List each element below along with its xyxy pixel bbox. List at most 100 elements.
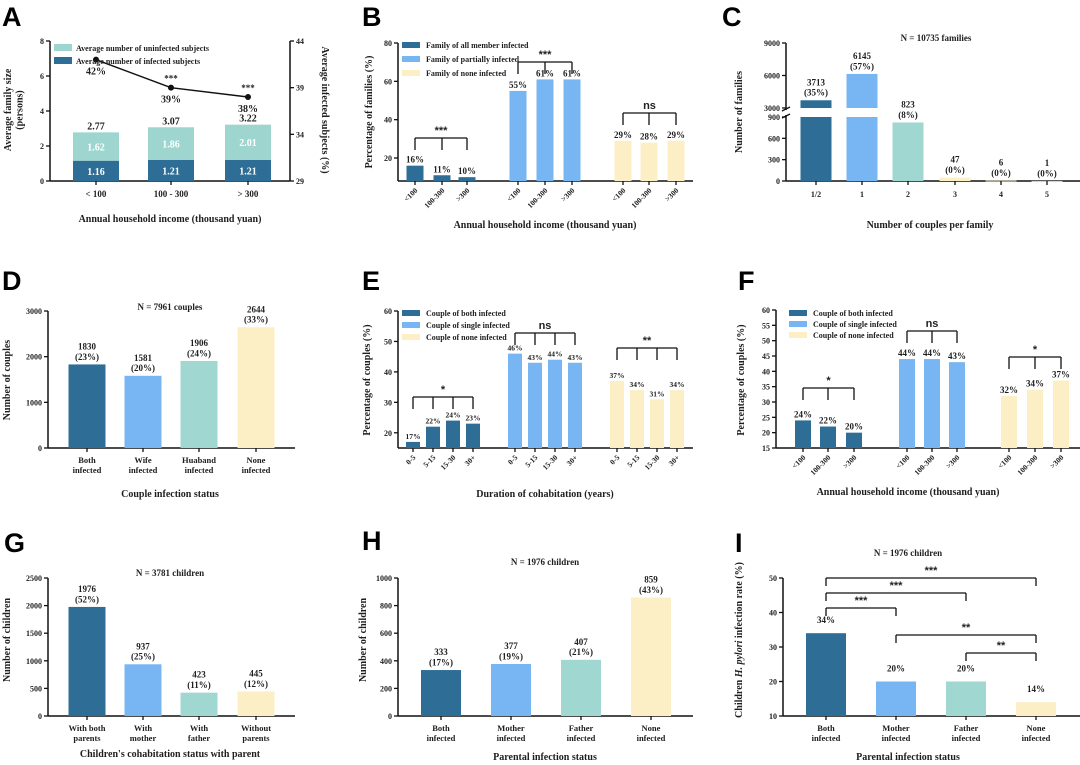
y-axis-label-part: infection rate (%) [734, 562, 745, 641]
x-tick-label-line: infected [1022, 733, 1051, 743]
value-label: 20% [887, 664, 905, 674]
y-tick-label: 34 [296, 130, 304, 139]
x-axis-label: Duration of cohabitation (years) [476, 489, 614, 500]
value-label-line: 423 [192, 670, 206, 680]
x-tick-label: >300 [559, 186, 577, 204]
x-tick-label: 30+ [463, 453, 478, 468]
y-axis-label: Average family size(persons) [3, 68, 26, 151]
bar-uninfected [225, 124, 271, 160]
y-axis-label: Children H. pylori infection rate (%) [734, 562, 745, 718]
bar [237, 327, 275, 448]
value-label-line: (0%) [991, 168, 1011, 178]
x-tick-label-line: Huaband [182, 455, 216, 465]
value-label: 37% [1052, 370, 1070, 380]
bar [491, 663, 531, 716]
bar-upper-segment [800, 100, 832, 108]
x-tick-label: 1 [860, 190, 864, 199]
legend-swatch [54, 44, 72, 51]
bar [650, 399, 664, 448]
value-label-line: (0%) [945, 165, 965, 175]
value-label-line: (19%) [499, 651, 523, 661]
x-tick-label-line: infected [637, 733, 666, 743]
x-tick-label-line: infected [952, 733, 981, 743]
significance-label: *** [164, 74, 178, 84]
x-tick-label-line: mother [130, 733, 157, 743]
x-tick-label: None infected [242, 455, 271, 475]
bar [985, 180, 1017, 182]
bar [568, 362, 582, 448]
bar [949, 362, 965, 448]
x-axis-label: Parental infection status [493, 752, 597, 763]
significance-label: *** [435, 125, 449, 137]
value-label-line: 407 [574, 637, 588, 647]
y-tick-label: 40 [384, 116, 392, 125]
value-label: 37% [610, 371, 625, 380]
value-label: 17% [406, 432, 421, 441]
x-tick-label: Mother infected [882, 723, 911, 743]
bar-infected [73, 160, 119, 181]
value-label-line: 47 [951, 155, 961, 165]
value-label: 859 (43%) [639, 574, 663, 594]
bar-lower-segment [800, 117, 832, 181]
y-tick-label: 30 [769, 643, 777, 652]
y-tick-label: 0 [38, 444, 42, 453]
bar-infected [225, 159, 271, 181]
y-tick-label: 45 [762, 352, 770, 361]
total-label: 3.22 [239, 114, 257, 125]
y-tick-label: 1000 [26, 657, 42, 666]
y-axis-label: Number of couples [2, 340, 13, 420]
bar-uninfected [73, 132, 119, 161]
bar [536, 79, 554, 181]
bar [421, 670, 461, 716]
segment-value-label: 1.16 [87, 167, 105, 178]
x-tick-label: With both parents [69, 723, 106, 743]
value-label: 43% [528, 353, 543, 362]
value-label: 6 (0%) [991, 158, 1011, 178]
value-label-line: (24%) [187, 348, 211, 358]
x-tick-label-line: None [1027, 723, 1046, 733]
value-label-line: 1976 [78, 584, 97, 594]
y-tick-label: 20 [762, 429, 770, 438]
x-axis-label: Annual household income (thousand yuan) [454, 220, 637, 231]
x-tick-label: 15-30 [439, 453, 458, 472]
legend-swatch [402, 56, 420, 62]
value-label-line: (12%) [244, 679, 268, 689]
x-tick-label: 0-5 [404, 453, 418, 467]
legend-swatch [402, 42, 420, 48]
value-label: 6145 (57%) [850, 51, 874, 71]
bar [124, 664, 162, 716]
x-tick-label: 4 [999, 190, 1003, 199]
legend-label: Couple of none infected [813, 331, 894, 340]
x-tick-label: Mother infected [497, 723, 526, 743]
x-tick-label-line: infected [242, 465, 271, 475]
value-label: 14% [1027, 684, 1045, 694]
value-label: 377 (19%) [499, 641, 523, 661]
y-tick-label: 10 [769, 712, 777, 721]
x-tick-label: 5-15 [421, 453, 437, 469]
y-tick-label: 1000 [376, 574, 392, 583]
bar [561, 659, 601, 716]
x-tick-label-line: infected [129, 465, 158, 475]
bar [68, 606, 106, 716]
x-tick-label-line: infected [73, 465, 102, 475]
line-value-label: 38% [238, 104, 258, 115]
x-axis-label: Couple infection status [121, 489, 219, 500]
y-tick-label: 3000 [764, 104, 780, 113]
x-tick-label-line: infected [812, 733, 841, 743]
value-label: 34% [1026, 379, 1044, 389]
legend-label: Couple of both infected [813, 309, 893, 318]
value-label: 44% [898, 348, 916, 358]
x-tick-label: Without parents [241, 723, 271, 743]
value-label: 1581 (20%) [131, 353, 155, 373]
x-tick-label: >300 [944, 453, 962, 471]
sample-size-annotation: N = 7961 couples [138, 302, 203, 312]
y-tick-label: 40 [384, 368, 392, 377]
value-label-line: (11%) [187, 680, 211, 690]
y-tick-label: 60 [384, 77, 392, 86]
value-label-line: (52%) [75, 594, 99, 604]
x-tick-label: Wife infected [129, 455, 158, 475]
x-tick-label: 100-300 [525, 186, 549, 210]
legend-swatch [402, 334, 420, 340]
line-point [93, 56, 99, 63]
bar [924, 359, 940, 448]
